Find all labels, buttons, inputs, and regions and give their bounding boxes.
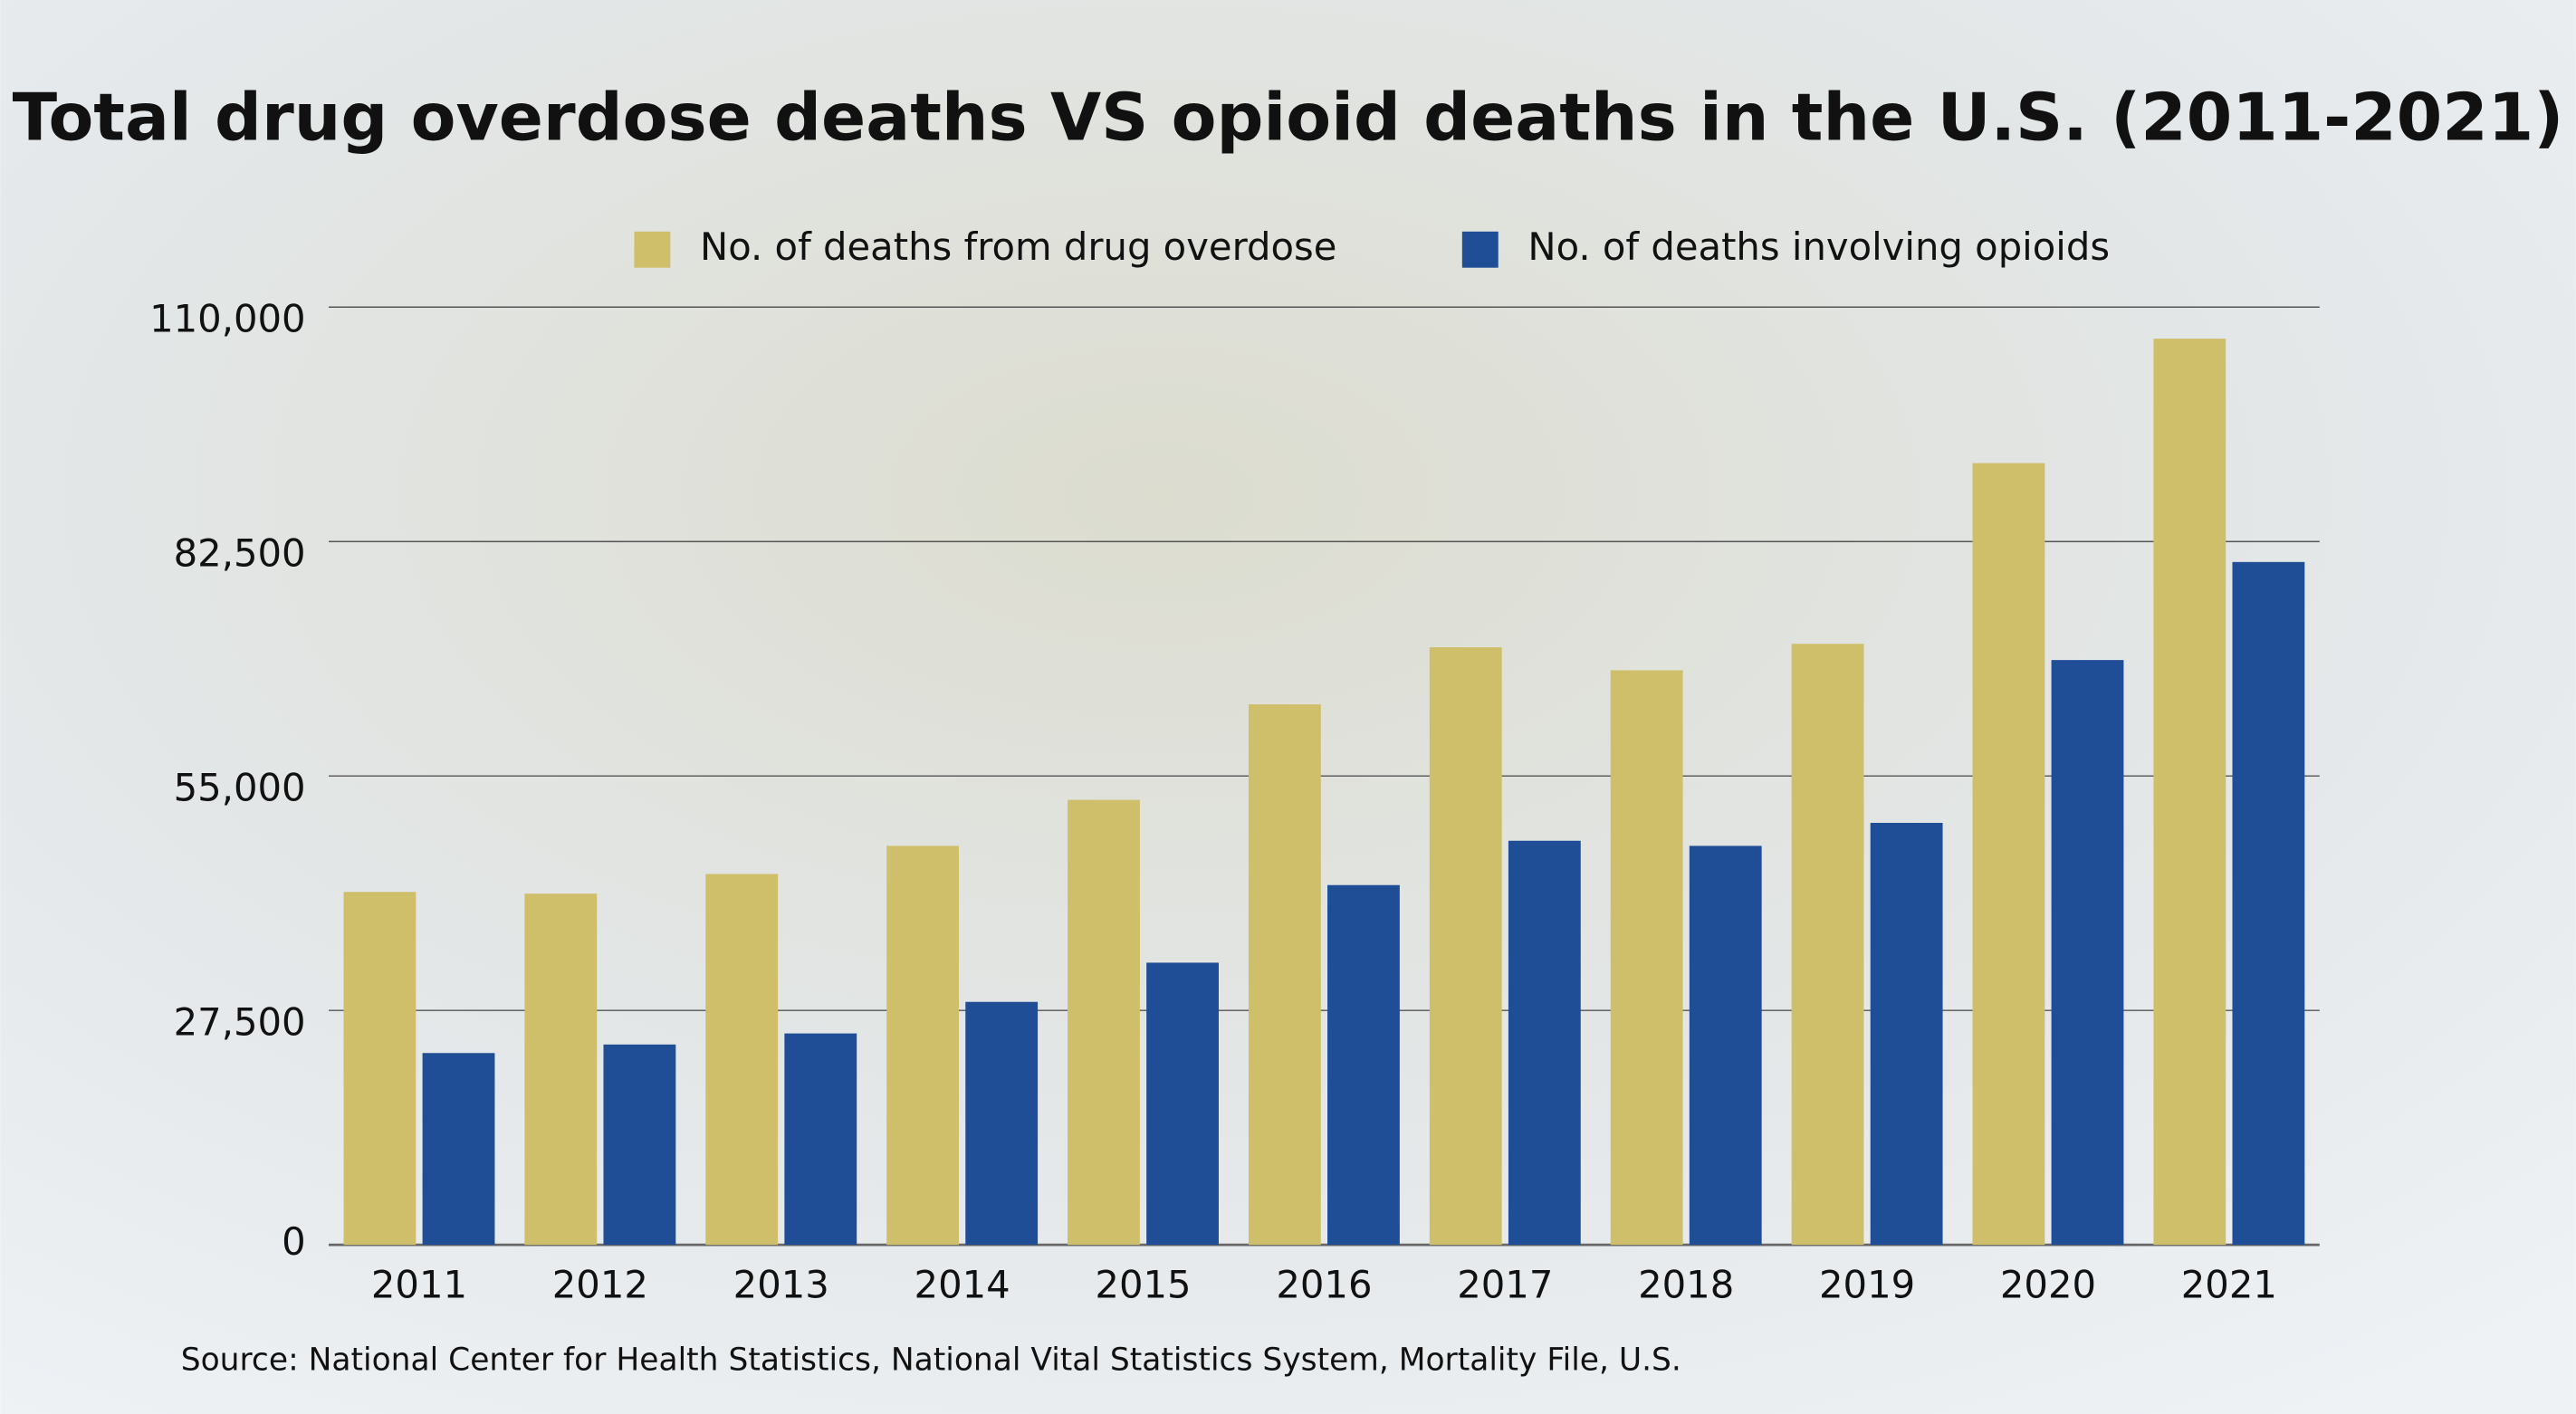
bar: [1508, 840, 1581, 1246]
legend-label: No. of deaths from drug overdose: [700, 225, 1336, 269]
bar: [705, 874, 779, 1246]
bar: [886, 846, 960, 1246]
bar: [1870, 822, 1943, 1246]
x-tick-label: 2013: [733, 1262, 829, 1306]
source-note: Source: National Center for Health Stati…: [181, 1342, 1681, 1378]
bar: [1972, 463, 2045, 1246]
x-tick-label: 2021: [2181, 1262, 2277, 1306]
legend-swatch: [1461, 231, 1499, 268]
y-tick-label: 55,000: [174, 766, 306, 810]
bar: [1610, 670, 1683, 1246]
legend-label: No. of deaths involving opioids: [1527, 225, 2110, 269]
bar: [1327, 884, 1400, 1246]
legend: No. of deaths from drug overdose No. of d…: [634, 225, 2110, 269]
chart-title: Total drug overdose deaths VS opioid dea…: [13, 80, 2564, 156]
bar: [1429, 646, 1502, 1246]
legend-swatch: [634, 231, 671, 268]
x-tick-label: 2014: [915, 1262, 1010, 1306]
bar: [1146, 962, 1219, 1246]
bar: [422, 1053, 495, 1246]
bar: [784, 1033, 857, 1246]
x-tick-label: 2018: [1638, 1262, 1734, 1306]
x-tick-label: 2012: [552, 1262, 648, 1306]
bar: [603, 1044, 676, 1246]
x-tick-label: 2016: [1276, 1262, 1372, 1306]
x-tick-label: 2017: [1457, 1262, 1553, 1306]
y-tick-label: 0: [282, 1219, 306, 1264]
bar: [1689, 846, 1762, 1246]
bar: [2051, 660, 2124, 1246]
y-tick-label: 27,500: [174, 999, 306, 1044]
bar: [524, 893, 598, 1246]
x-tick-label: 2020: [2000, 1262, 2096, 1306]
x-tick-label: 2011: [371, 1262, 467, 1306]
bar: [1248, 704, 1321, 1246]
bar: [2232, 561, 2305, 1246]
x-tick-label: 2019: [1819, 1262, 1915, 1306]
y-tick-label: 110,000: [149, 297, 306, 341]
x-tick-label: 2015: [1095, 1262, 1191, 1306]
bar: [1791, 644, 1864, 1246]
y-tick-label: 82,500: [174, 531, 306, 576]
bar: [2153, 339, 2226, 1246]
bar: [965, 1001, 1039, 1246]
bar: [343, 892, 417, 1246]
bar: [1068, 799, 1140, 1246]
